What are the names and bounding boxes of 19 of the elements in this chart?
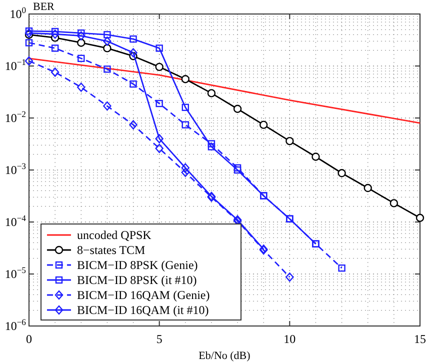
y-tick-label: 10$^{0}$ <box>10 5 26 21</box>
y-tick-label: 10$^{−4}$ <box>4 213 27 229</box>
y-tick-label: 10$^{−1}$ <box>4 57 26 73</box>
y-axis-title: BER <box>33 1 56 13</box>
legend-label: BICM−ID 8PSK (Genie) <box>77 258 198 272</box>
y-tick-label: 10$^{−3}$ <box>4 161 26 177</box>
x-tick-label: 10 <box>284 332 296 346</box>
legend-label: 8−states TCM <box>77 243 146 257</box>
y-tick-label: 10$^{−2}$ <box>4 109 26 125</box>
x-tick-label: 0 <box>26 332 32 346</box>
x-axis-title: Eb/No (dB) <box>198 350 251 362</box>
x-tick-label: 15 <box>414 332 426 346</box>
legend-label: BICM−ID 8PSK (it #10) <box>77 273 197 287</box>
y-tick-label: 10$^{−5}$ <box>4 265 26 281</box>
x-tick-label: 5 <box>156 332 162 346</box>
y-tick-label: 10$^{−6}$ <box>4 317 27 333</box>
legend-label: uncoded QPSK <box>77 228 152 242</box>
legend-label: BICM−ID 16QAM (Genie) <box>77 288 210 302</box>
legend-label: BICM−ID 16QAM (it #10) <box>77 303 209 317</box>
